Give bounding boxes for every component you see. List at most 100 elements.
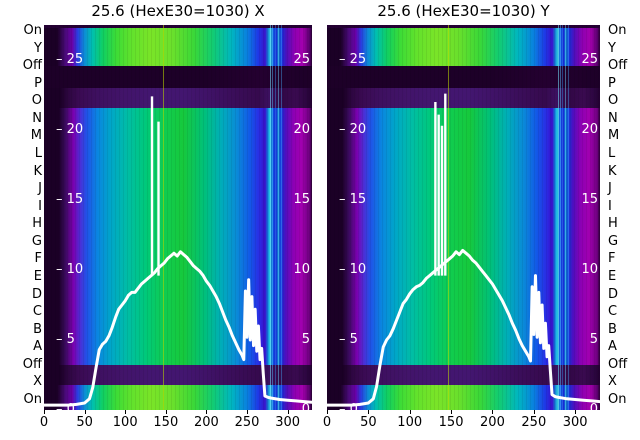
inner-y-tick-label: – 20 [56, 122, 84, 137]
category-axis-label-right: A [608, 339, 617, 355]
x-axis-tick [368, 410, 370, 414]
inner-y-tick-label: – 5 [56, 332, 75, 347]
category-axis-label-right: X [608, 374, 617, 390]
heatmap-feature-line [280, 25, 282, 410]
x-axis-tick-label: 100 [112, 415, 138, 430]
x-axis-tick-label: 150 [153, 415, 179, 430]
category-axis-label-right: J [608, 181, 612, 197]
category-axis-label-right: B [608, 321, 617, 337]
x-axis-panel-x: 0 50 100 150 200 250 300 [40, 410, 312, 440]
inner-y-tick-label: – 10 [339, 262, 367, 277]
category-axis-label-left: On [23, 23, 42, 38]
category-axis-label-left: O [31, 93, 42, 109]
inner-y-tick-label: – 0 [339, 402, 358, 411]
inner-y-tick-label: 15 [581, 192, 598, 207]
heatmap-feature-line [448, 25, 450, 410]
heatmap-band [327, 65, 600, 88]
category-axis-label-left: H [32, 216, 42, 232]
inner-y-tick-label: 20 [293, 122, 310, 137]
category-axis-label-right: Off [608, 356, 628, 372]
x-axis-tick [533, 410, 535, 414]
x-axis-tick-label: 100 [397, 415, 423, 430]
category-axis-label-left: C [32, 304, 42, 320]
x-axis-tick-label: 150 [438, 415, 464, 430]
category-axis-label-left: On [23, 392, 42, 407]
x-axis-tick [409, 410, 411, 414]
category-axis-right: On Y Off P O N M L K J I H G F E D C B A Off X On [604, 24, 640, 410]
x-axis-tick-label: 50 [360, 415, 377, 430]
category-axis-label-right: K [608, 163, 617, 179]
heatmap-panel-x[interactable]: – 25 – 20 – 15 – 10 – 5 – 0 25 20 15 10 5 0 [44, 25, 312, 410]
heatmap-band [44, 107, 312, 366]
heatmap-feature-line [557, 25, 559, 410]
category-axis-label-left: G [31, 233, 42, 249]
inner-y-tick-label: – 25 [339, 52, 367, 67]
heatmap-feature-line [270, 25, 272, 410]
category-axis-label-right: C [608, 304, 618, 320]
inner-y-tick-label: – 20 [339, 122, 367, 137]
heatmap-feature-line [277, 25, 279, 410]
inner-y-tick-label: 5 [589, 332, 598, 347]
x-axis-tick-label: 300 [562, 415, 588, 430]
inner-y-tick-label: 25 [293, 52, 310, 67]
heatmap-feature-line [162, 25, 164, 410]
category-axis-label-right: M [608, 128, 620, 144]
heatmap-feature-line [274, 25, 276, 410]
category-axis-label-left: A [33, 339, 42, 355]
heatmap-feature-line [565, 25, 567, 410]
category-axis-label-left: D [31, 286, 42, 302]
heatmap-feature-line [559, 25, 561, 410]
inner-y-tick-label: – 5 [339, 332, 358, 347]
profile-trace [44, 96, 312, 407]
category-axis-label-left: E [33, 269, 42, 284]
category-axis-label-left: N [32, 110, 42, 126]
x-axis-tick [125, 410, 127, 414]
x-axis-tick-label: 200 [194, 415, 219, 430]
heatmap-feature-line [568, 25, 570, 410]
heatmap-band [44, 65, 312, 88]
category-axis-label-right: G [608, 233, 619, 249]
x-axis-tick [165, 410, 167, 414]
inner-y-tick-label: – 10 [56, 262, 84, 277]
category-axis-label-left: I [38, 198, 42, 214]
inner-y-tick-label: – 0 [56, 402, 75, 411]
category-axis-label-left: L [34, 146, 42, 161]
category-axis-label-right: N [608, 110, 618, 126]
category-axis-label-left: J [38, 181, 42, 197]
category-axis-label-left: X [33, 374, 42, 390]
panel-title-y: 25.6 (HexE30=1030) Y [377, 2, 550, 20]
inner-y-tick-label: 10 [581, 262, 598, 277]
inner-y-tick-label: 0 [301, 402, 310, 411]
heatmap-band [44, 27, 312, 66]
heatmap-band [44, 365, 312, 385]
profile-trace [327, 93, 600, 407]
y-axis-caption: Dipole [0, 155, 1, 196]
x-axis-panel-y: 0 50 100 150 200 250 300 [323, 410, 600, 440]
heatmap-band [327, 88, 600, 108]
category-axis-label-left: Y [34, 40, 42, 56]
category-axis-label-right: Y [608, 40, 616, 56]
inner-y-tick-label: 25 [581, 52, 598, 67]
heatmap-band [327, 365, 600, 385]
inner-y-tick-label: – 15 [339, 192, 367, 207]
heatmap-panel-y[interactable]: – 25 – 20 – 15 – 10 – 5 – 0 25 20 15 10 5 0 [327, 25, 600, 410]
x-axis-tick [492, 410, 494, 414]
panel-title-x: 25.6 (HexE30=1030) X [91, 2, 265, 20]
category-axis-label-left: M [30, 128, 42, 144]
x-axis-tick-label: 0 [39, 415, 49, 430]
x-axis-tick-label: 200 [480, 415, 505, 430]
x-axis-tick-label: 250 [521, 415, 547, 430]
x-axis-tick-label: 50 [76, 415, 93, 430]
category-axis-label-right: L [608, 146, 616, 161]
x-axis-tick-label: 300 [275, 415, 301, 430]
category-axis-label-right: O [608, 93, 619, 109]
x-axis-tick [287, 410, 289, 414]
category-axis-label-left: B [33, 321, 42, 337]
x-axis-tick [451, 410, 453, 414]
category-axis-label-right: E [608, 269, 617, 284]
category-axis-label-right: D [608, 286, 619, 302]
category-axis-label-right: Off [608, 58, 628, 74]
category-axis-label-right: H [608, 216, 618, 232]
category-axis-label-left: Off [22, 58, 42, 74]
